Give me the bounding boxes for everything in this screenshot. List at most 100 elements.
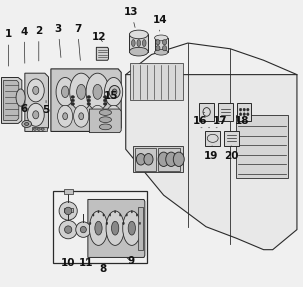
Ellipse shape — [120, 214, 121, 216]
Polygon shape — [25, 73, 48, 131]
Ellipse shape — [33, 128, 36, 130]
Text: 3: 3 — [55, 24, 62, 57]
Polygon shape — [2, 77, 22, 123]
Bar — [236, 115, 288, 178]
Ellipse shape — [106, 211, 124, 245]
Ellipse shape — [103, 96, 107, 98]
Text: 8: 8 — [99, 264, 107, 274]
Text: 10: 10 — [61, 259, 75, 268]
Ellipse shape — [123, 222, 124, 224]
Ellipse shape — [58, 105, 73, 127]
Bar — [130, 63, 183, 100]
Ellipse shape — [166, 152, 177, 166]
Ellipse shape — [106, 105, 121, 127]
Ellipse shape — [103, 99, 107, 102]
Bar — [205, 131, 220, 146]
Ellipse shape — [87, 99, 91, 102]
Text: 7: 7 — [74, 24, 81, 60]
Ellipse shape — [59, 202, 77, 220]
Ellipse shape — [247, 113, 249, 116]
Text: 18: 18 — [235, 116, 249, 126]
Bar — [224, 131, 239, 146]
Ellipse shape — [109, 214, 111, 216]
Ellipse shape — [239, 108, 242, 111]
Text: 13: 13 — [124, 7, 138, 28]
Bar — [64, 189, 73, 194]
Ellipse shape — [86, 73, 109, 110]
Ellipse shape — [142, 40, 146, 46]
Text: 6: 6 — [21, 104, 28, 114]
Polygon shape — [4, 80, 19, 121]
Ellipse shape — [93, 214, 94, 216]
Bar — [133, 146, 183, 172]
Ellipse shape — [95, 113, 100, 120]
Ellipse shape — [79, 113, 84, 120]
Ellipse shape — [131, 211, 132, 213]
Ellipse shape — [123, 211, 141, 245]
Polygon shape — [96, 47, 108, 60]
Ellipse shape — [110, 86, 117, 98]
Bar — [237, 103, 251, 121]
Ellipse shape — [80, 226, 86, 233]
Ellipse shape — [126, 214, 127, 216]
Ellipse shape — [162, 40, 167, 45]
Ellipse shape — [90, 222, 91, 224]
Ellipse shape — [90, 105, 105, 127]
Ellipse shape — [76, 222, 91, 237]
Polygon shape — [126, 75, 297, 250]
Ellipse shape — [173, 152, 184, 166]
Ellipse shape — [105, 77, 123, 106]
Polygon shape — [51, 69, 121, 131]
Ellipse shape — [95, 221, 102, 235]
Ellipse shape — [89, 211, 108, 245]
Text: 17: 17 — [213, 116, 227, 126]
Ellipse shape — [136, 154, 145, 165]
Polygon shape — [129, 34, 148, 52]
Ellipse shape — [106, 222, 108, 224]
Text: 5: 5 — [42, 100, 50, 115]
Text: 2: 2 — [35, 26, 42, 61]
Text: 4: 4 — [21, 27, 28, 63]
Polygon shape — [32, 127, 47, 131]
Text: 20: 20 — [224, 146, 238, 161]
Ellipse shape — [41, 128, 44, 130]
Bar — [218, 103, 233, 121]
Ellipse shape — [129, 30, 148, 39]
Ellipse shape — [115, 211, 116, 213]
Ellipse shape — [132, 40, 135, 46]
Bar — [53, 191, 147, 263]
Ellipse shape — [16, 89, 25, 106]
Ellipse shape — [22, 121, 32, 127]
Ellipse shape — [103, 102, 107, 105]
Ellipse shape — [87, 96, 91, 98]
Text: 19: 19 — [203, 146, 218, 161]
Ellipse shape — [106, 222, 107, 224]
Ellipse shape — [93, 84, 102, 99]
Text: 11: 11 — [79, 259, 94, 268]
Ellipse shape — [59, 220, 77, 239]
Ellipse shape — [144, 154, 153, 165]
Bar — [138, 207, 143, 250]
Ellipse shape — [77, 84, 86, 99]
Ellipse shape — [136, 214, 138, 216]
Ellipse shape — [162, 46, 167, 51]
Text: 9: 9 — [127, 256, 135, 266]
Ellipse shape — [71, 96, 75, 98]
Text: 15: 15 — [104, 90, 118, 100]
Ellipse shape — [139, 222, 141, 224]
Polygon shape — [89, 109, 121, 133]
Ellipse shape — [33, 111, 39, 119]
Ellipse shape — [70, 73, 93, 110]
Ellipse shape — [87, 102, 91, 105]
Ellipse shape — [27, 103, 44, 126]
Ellipse shape — [71, 102, 75, 105]
Ellipse shape — [155, 49, 168, 55]
Ellipse shape — [65, 226, 72, 233]
Ellipse shape — [63, 113, 68, 120]
Ellipse shape — [56, 77, 74, 106]
Ellipse shape — [155, 35, 168, 41]
Text: 14: 14 — [152, 15, 167, 31]
Ellipse shape — [156, 46, 160, 51]
Text: 12: 12 — [92, 32, 106, 42]
Ellipse shape — [112, 221, 119, 235]
